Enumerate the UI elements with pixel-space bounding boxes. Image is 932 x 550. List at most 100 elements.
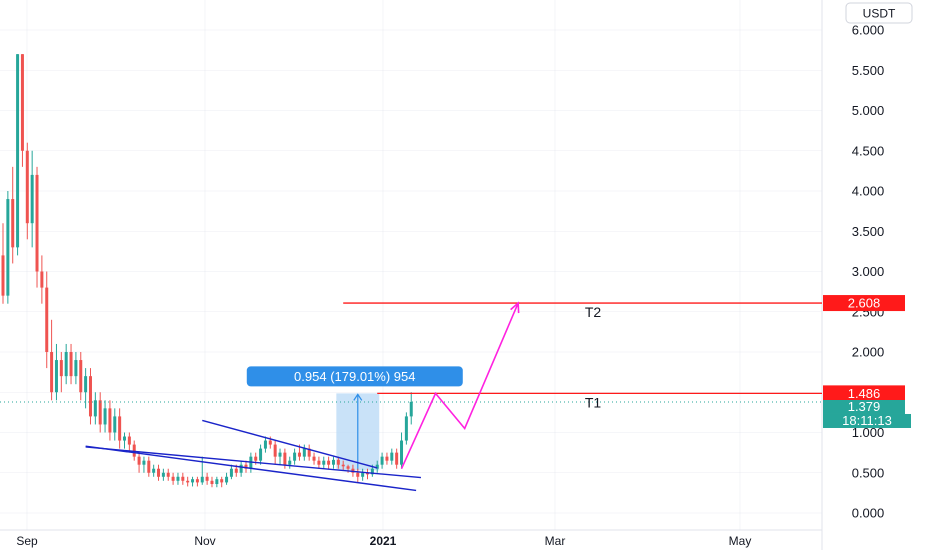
candle-body xyxy=(229,468,233,477)
candle-body xyxy=(297,452,301,457)
candle-body xyxy=(74,360,78,377)
time-axis[interactable]: Sep Nov 2021 Mar May xyxy=(16,534,751,548)
currency-button[interactable]: USDT xyxy=(845,2,913,24)
candle-body xyxy=(147,460,151,473)
candle-body xyxy=(239,464,243,473)
y-tick-label: 0.500 xyxy=(852,465,885,480)
candle-body xyxy=(375,464,379,469)
candle-body xyxy=(127,436,131,445)
candle-body xyxy=(254,456,258,461)
candle-body xyxy=(108,408,112,433)
candlestick-series xyxy=(1,54,413,488)
measure-label-box xyxy=(246,366,463,387)
candle-body xyxy=(263,440,267,449)
x-tick-label: 2021 xyxy=(370,534,397,548)
candle-body xyxy=(166,472,170,477)
candle-body xyxy=(50,352,54,393)
target-label-t2: T2 xyxy=(585,304,602,320)
candle-body xyxy=(205,476,209,481)
candle-body xyxy=(302,448,306,457)
candle-body xyxy=(161,472,165,477)
wedge-trendline[interactable] xyxy=(202,419,378,469)
y-tick-label: 0.000 xyxy=(852,506,885,521)
candle-body xyxy=(380,456,384,465)
y-tick-label: 4.500 xyxy=(852,143,885,158)
y-tick-label: 6.000 xyxy=(852,23,885,38)
candle-body xyxy=(123,436,126,441)
candle-body xyxy=(191,479,195,483)
candle-body xyxy=(1,255,5,296)
candle-body xyxy=(142,460,146,465)
candle-body xyxy=(210,480,214,485)
candle-body xyxy=(283,452,287,465)
candle-body xyxy=(259,448,263,461)
candle-body xyxy=(356,472,360,477)
candle-body xyxy=(16,54,20,248)
price-tag-text: 2.608 xyxy=(848,296,881,311)
candle-body xyxy=(157,468,161,477)
candle-body xyxy=(322,460,326,465)
candle-body xyxy=(395,452,399,465)
currency-label: USDT xyxy=(863,7,896,21)
candle-body xyxy=(370,468,374,475)
projection-path[interactable] xyxy=(400,301,520,470)
candle-body xyxy=(409,401,413,417)
candle-body xyxy=(30,174,34,224)
candle-body xyxy=(400,440,404,465)
candle-body xyxy=(390,452,394,461)
target-lines[interactable]: T1 T2 xyxy=(343,302,822,410)
candle-body xyxy=(11,199,15,248)
y-tick-label: 3.000 xyxy=(852,264,885,279)
candle-body xyxy=(366,472,369,475)
candle-body xyxy=(307,448,311,457)
trendlines[interactable] xyxy=(0,401,822,492)
measure-label: 0.954 (179.01%) 954 xyxy=(294,369,415,384)
candle-body xyxy=(84,376,88,393)
candle-body xyxy=(385,456,389,461)
candle-body xyxy=(404,416,408,441)
candle-body xyxy=(54,360,58,393)
x-tick-label: Mar xyxy=(545,534,566,548)
candle-body xyxy=(361,472,365,477)
candle-body xyxy=(88,376,92,417)
candle-body xyxy=(59,360,63,377)
candle-body xyxy=(181,476,185,481)
y-tick-label: 5.000 xyxy=(852,103,885,118)
candle-body xyxy=(20,54,24,151)
wedge-trendline[interactable] xyxy=(85,445,417,492)
candle-body xyxy=(132,444,136,457)
y-tick-label: 2.000 xyxy=(852,345,885,360)
candle-body xyxy=(6,199,10,296)
candle-body xyxy=(234,468,238,473)
candle-body xyxy=(215,479,219,485)
candle-body xyxy=(336,459,340,465)
candle-body xyxy=(103,408,107,425)
candle-body xyxy=(346,466,350,469)
last-price-tag-text: 1.379 xyxy=(848,399,881,414)
target-label-t1: T1 xyxy=(585,394,602,410)
y-tick-label: 3.500 xyxy=(852,224,885,239)
candle-body xyxy=(79,360,83,393)
projection-line[interactable] xyxy=(400,302,519,470)
candle-body xyxy=(118,416,122,441)
wedge-trendline[interactable] xyxy=(85,446,422,479)
candle-body xyxy=(341,464,345,467)
candle-body xyxy=(152,468,156,473)
measure-tool[interactable]: 0.954 (179.01%) 954 xyxy=(246,366,463,471)
candle-body xyxy=(40,271,44,288)
candle-body xyxy=(186,480,190,483)
candle-body xyxy=(137,456,141,465)
candle-body xyxy=(35,174,39,272)
candle-body xyxy=(45,287,49,352)
candle-body xyxy=(288,460,292,465)
countdown-tag xyxy=(823,413,911,428)
candle-body xyxy=(244,464,248,469)
measure-arrow-head xyxy=(353,393,363,401)
grid xyxy=(0,0,822,530)
candle-body xyxy=(200,476,204,483)
y-tick-label: 1.000 xyxy=(852,425,885,440)
candle-body xyxy=(278,452,282,457)
